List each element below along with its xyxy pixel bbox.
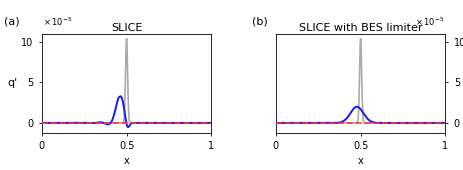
Legend: Initial perturbation, Nonlinear result, Tangent linear result: Initial perturbation, Nonlinear result, … [311, 35, 435, 73]
Nonlinear result [208, 122, 214, 124]
Initial perturbation [139, 122, 144, 124]
Initial perturbation [115, 122, 121, 124]
Nonlinear result [139, 122, 145, 124]
Text: $\times\,10^{-5}$: $\times\,10^{-5}$ [44, 16, 73, 28]
Text: (a): (a) [5, 16, 20, 26]
Initial perturbation [167, 122, 172, 124]
Initial perturbation [39, 122, 44, 124]
Initial perturbation [208, 122, 214, 124]
Initial perturbation [152, 122, 158, 124]
Tangent linear result [39, 122, 44, 124]
Tangent linear result [69, 122, 75, 124]
Nonlinear result [167, 122, 172, 124]
Title: SLICE with BES limiter: SLICE with BES limiter [298, 23, 421, 33]
Nonlinear result [39, 122, 44, 124]
Tangent linear result [115, 122, 121, 124]
Title: SLICE: SLICE [111, 23, 142, 33]
Text: $\times\,10^{-5}$: $\times\,10^{-5}$ [413, 16, 443, 28]
X-axis label: x: x [124, 157, 129, 166]
Nonlinear result [69, 122, 75, 124]
Tangent linear result [208, 122, 214, 124]
Line: Initial perturbation: Initial perturbation [42, 39, 211, 123]
Tangent linear result [138, 122, 144, 124]
Tangent linear result [152, 122, 157, 124]
Line: Nonlinear result: Nonlinear result [42, 96, 211, 127]
Nonlinear result [125, 126, 131, 128]
Text: (b): (b) [251, 16, 267, 26]
Nonlinear result [118, 95, 123, 97]
Tangent linear result [166, 122, 172, 124]
Initial perturbation [123, 38, 129, 40]
X-axis label: x: x [357, 157, 363, 166]
Initial perturbation [82, 122, 88, 124]
Nonlinear result [115, 97, 121, 99]
Y-axis label: q': q' [8, 78, 18, 88]
Nonlinear result [152, 122, 158, 124]
Nonlinear result [82, 122, 88, 124]
Tangent linear result [82, 122, 88, 124]
Initial perturbation [69, 122, 75, 124]
